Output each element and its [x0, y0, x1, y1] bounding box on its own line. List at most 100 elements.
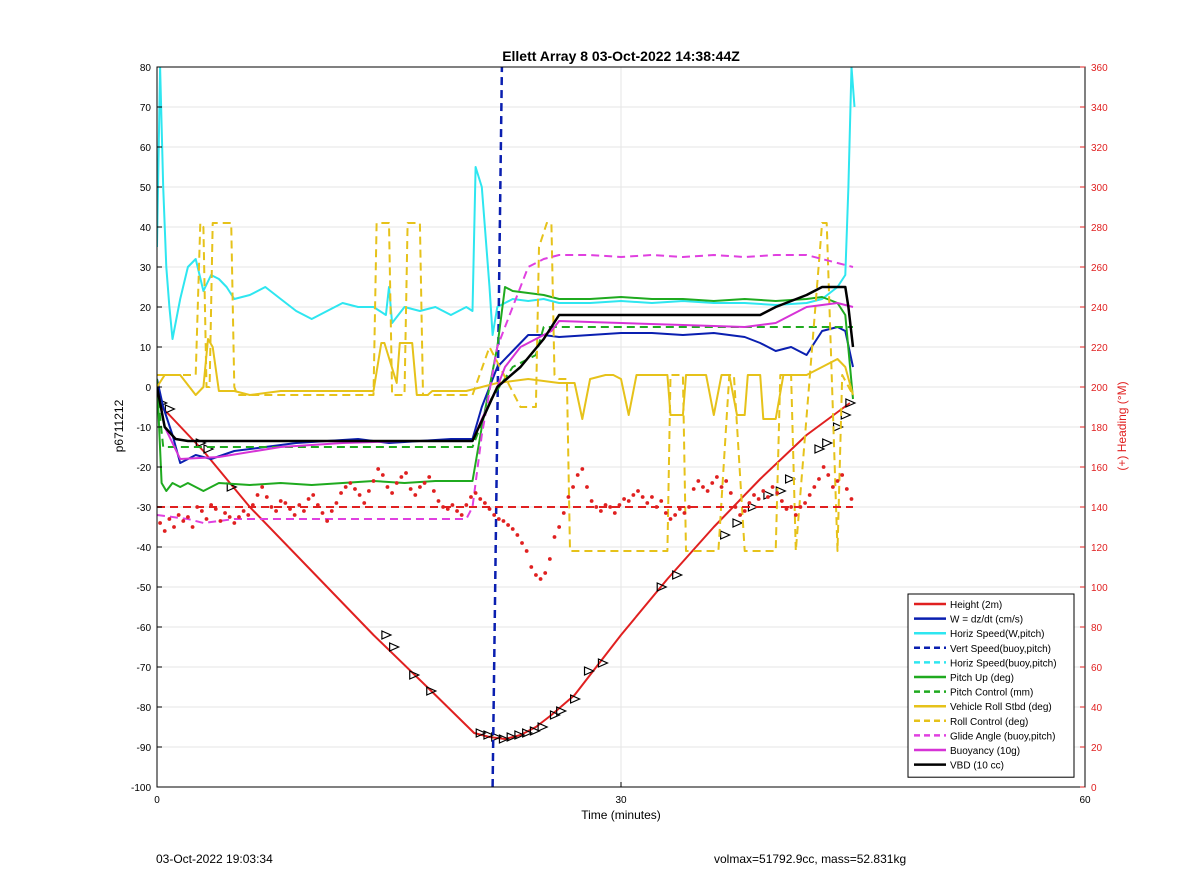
y-tick-label: 40: [140, 223, 152, 234]
heading-point: [557, 525, 562, 529]
heading-point: [380, 473, 385, 477]
heading-point: [218, 519, 223, 523]
legend-label: Buoyancy (10g): [950, 746, 1020, 757]
heading-point: [418, 485, 422, 489]
y-tick-label: -10: [137, 423, 152, 434]
height-marker: [840, 410, 852, 420]
y-tick-label: 0: [145, 383, 151, 394]
footer-summary: volmax=51792.9cc, mass=52.831kg: [714, 852, 907, 866]
heading-point: [199, 509, 204, 513]
height-marker: [483, 730, 495, 740]
heading-point: [510, 527, 515, 531]
height-marker: [529, 726, 541, 736]
heading-point: [793, 513, 798, 517]
legend-label: Vehicle Roll Stbd (deg): [950, 702, 1052, 713]
heading-point: [250, 503, 255, 507]
heading-point: [292, 513, 297, 517]
heading-point: [357, 493, 362, 497]
heading-point: [719, 485, 724, 489]
heading-point: [487, 507, 492, 511]
heading-point: [668, 517, 673, 521]
heading-point: [288, 507, 292, 511]
heading-point: [608, 505, 613, 509]
legend-label: Horiz Speed(W,pitch): [950, 629, 1044, 640]
y2-tick-label: 40: [1091, 703, 1103, 714]
height-marker: [845, 398, 857, 408]
y-tick-label: 50: [140, 183, 152, 194]
heading-point: [445, 507, 450, 511]
heading-point: [450, 503, 455, 507]
y2-tick-label: 200: [1091, 383, 1108, 394]
heading-point: [710, 481, 715, 485]
series-roll_control: [157, 222, 854, 552]
heading-point: [339, 491, 343, 495]
height-marker: [583, 666, 595, 676]
height-marker: [537, 722, 549, 732]
heading-point: [237, 515, 241, 519]
heading-point: [775, 491, 780, 495]
y2-tick-label: 260: [1091, 263, 1108, 274]
heading-point: [645, 501, 650, 505]
heading-point: [427, 475, 432, 479]
height-marker: [389, 642, 401, 652]
heading-point: [524, 549, 529, 553]
y-tick-label: 10: [140, 343, 152, 354]
height-marker: [556, 706, 568, 716]
legend-label: VBD (10 cc): [950, 761, 1004, 772]
series-pitch_up: [157, 286, 854, 492]
heading-point: [329, 509, 334, 513]
heading-point: [640, 495, 645, 499]
heading-point: [691, 487, 696, 491]
height-marker: [522, 728, 534, 738]
y-tick-label: 80: [140, 63, 152, 74]
heading-point: [830, 485, 835, 489]
y2-tick-label: 360: [1091, 63, 1108, 74]
heading-point: [636, 489, 640, 493]
y2-tick-label: 320: [1091, 143, 1108, 154]
height-marker: [720, 530, 732, 540]
height-marker: [426, 686, 438, 696]
x-tick-label: 30: [615, 795, 627, 806]
series-vert_speed_buoy: [491, 67, 504, 787]
y-tick-label: -30: [137, 503, 152, 514]
heading-point: [385, 485, 390, 489]
heading-point: [682, 511, 687, 515]
heading-point: [575, 473, 580, 477]
series-glide_angle: [157, 254, 854, 524]
y-tick-label: 60: [140, 143, 152, 154]
heading-point: [534, 573, 538, 577]
heading-point: [241, 509, 246, 513]
height-marker: [814, 444, 826, 454]
y2-tick-label: 220: [1091, 343, 1108, 354]
footer-timestamp: 03-Oct-2022 19:03:34: [156, 852, 273, 866]
heading-point: [227, 515, 232, 519]
heading-point: [283, 501, 288, 505]
series-vehicle_roll: [157, 338, 854, 420]
heading-point: [366, 489, 371, 493]
heading-point: [538, 577, 543, 581]
heading-point: [482, 501, 487, 505]
heading-point: [761, 489, 766, 493]
heading-point: [186, 515, 190, 519]
heading-point: [315, 503, 320, 507]
heading-point: [789, 505, 794, 509]
heading-point: [278, 499, 283, 503]
heading-point: [413, 493, 418, 497]
x-axis-label: Time (minutes): [581, 808, 661, 822]
heading-point: [543, 571, 548, 575]
heading-point: [167, 517, 172, 521]
heading-point: [673, 513, 678, 517]
series-group: [157, 67, 857, 787]
heading-point: [496, 517, 501, 521]
heading-point: [297, 503, 302, 507]
height-marker: [784, 474, 797, 484]
heading-point: [325, 519, 330, 523]
height-marker: [164, 404, 176, 414]
heading-point: [714, 475, 719, 479]
heading-point: [589, 499, 594, 503]
heading-point: [260, 485, 265, 489]
heading-point: [478, 497, 483, 501]
height-marker: [491, 732, 503, 742]
y-axis-label: p6711212: [112, 399, 126, 452]
height-marker: [656, 582, 668, 592]
